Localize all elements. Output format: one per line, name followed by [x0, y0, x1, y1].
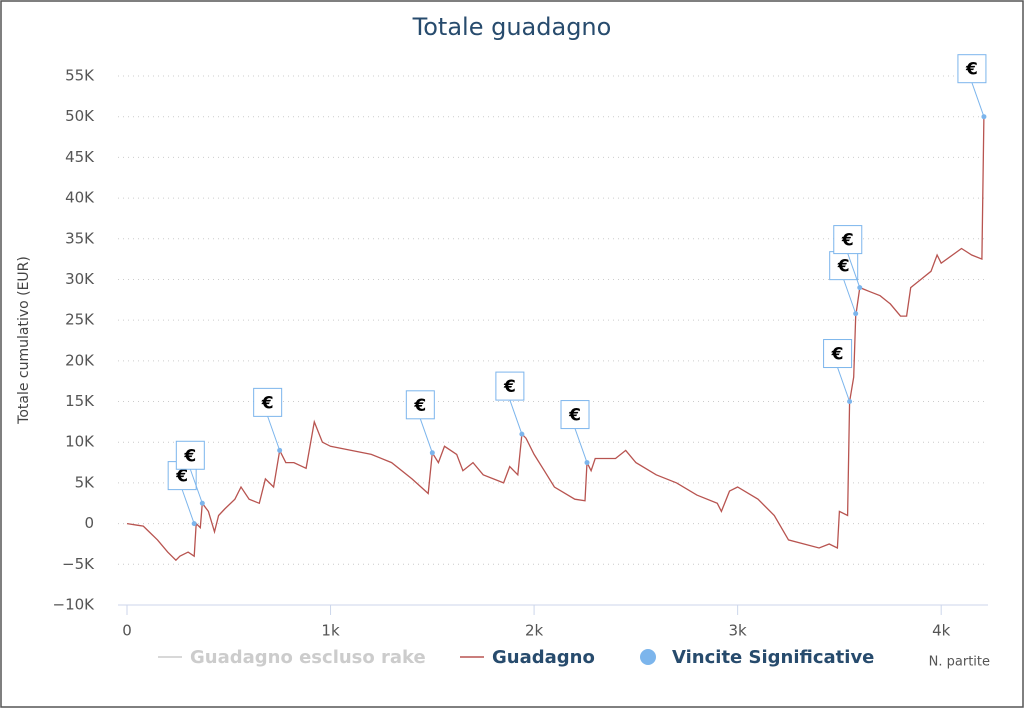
callout-pointer — [971, 82, 985, 117]
x-tick-label: 2k — [525, 622, 544, 640]
callout-pointer — [267, 416, 281, 451]
callout-label: € — [503, 377, 516, 397]
legend-label: Vincite Significative — [672, 647, 874, 668]
callout-pointer — [181, 489, 195, 524]
y-tick-label: 50K — [65, 107, 95, 125]
callout-label: € — [837, 257, 850, 277]
data-point — [584, 460, 590, 466]
data-point — [191, 521, 197, 527]
x-tick-label: 0 — [122, 622, 132, 640]
legend-symbol — [640, 649, 656, 665]
callout-box — [560, 400, 590, 430]
callout-pointer — [843, 279, 857, 314]
y-tick-label: 0 — [84, 514, 94, 532]
chart-title: Totale guadagno — [412, 13, 612, 41]
callout-label: € — [831, 345, 844, 365]
callout-pointer — [189, 469, 203, 504]
callout-box — [829, 251, 859, 281]
data-point — [857, 285, 863, 291]
y-tick-label: 35K — [65, 229, 95, 247]
callout-pointer — [419, 418, 433, 453]
x-axis-title: N. partite — [929, 655, 990, 670]
y-axis-title: Totale cumulativo (EUR) — [16, 256, 32, 425]
data-point — [519, 431, 525, 437]
data-point — [277, 447, 283, 453]
y-tick-label: 5K — [75, 473, 96, 491]
callout-pointer — [574, 428, 588, 463]
y-tick-label: −10K — [53, 596, 96, 614]
y-tick-label: 30K — [65, 270, 95, 288]
data-point — [429, 450, 435, 456]
y-tick-label: 20K — [65, 351, 95, 369]
y-tick-label: −5K — [62, 555, 95, 573]
callout-pointer — [837, 367, 851, 402]
callout-box — [405, 390, 435, 420]
y-tick-label: 40K — [65, 189, 95, 207]
y-tick-label: 10K — [65, 433, 95, 451]
legend-label: Guadagno escluso rake — [190, 647, 426, 668]
callout-box — [495, 371, 525, 401]
callout-pointer — [509, 399, 523, 435]
callout-box — [253, 387, 283, 417]
y-tick-label: 55K — [65, 67, 95, 85]
x-tick-label: 3k — [729, 622, 748, 640]
callout-box — [823, 339, 853, 369]
data-point — [847, 399, 853, 405]
legend-label: Guadagno — [492, 647, 595, 668]
x-tick-label: 4k — [932, 622, 951, 640]
callout-label: € — [175, 467, 188, 487]
callout-box — [833, 225, 863, 255]
callout-label: € — [183, 446, 196, 466]
y-tick-label: 25K — [65, 311, 95, 329]
data-point — [199, 500, 205, 506]
callout-label: € — [841, 231, 854, 251]
callout-label: € — [965, 60, 978, 80]
callout-label: € — [261, 393, 274, 413]
data-point — [981, 114, 987, 120]
x-tick-label: 1k — [321, 622, 340, 640]
callout-label: € — [568, 406, 581, 426]
data-point — [853, 311, 859, 317]
callout-box — [957, 54, 987, 84]
y-tick-label: 45K — [65, 148, 95, 166]
callout-box — [175, 440, 205, 470]
y-tick-label: 15K — [65, 392, 95, 410]
callout-label: € — [413, 396, 426, 416]
callout-pointer — [847, 253, 861, 288]
